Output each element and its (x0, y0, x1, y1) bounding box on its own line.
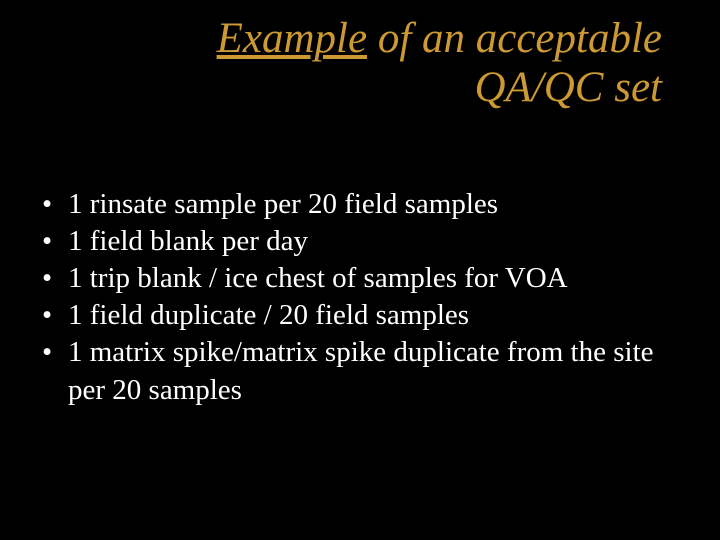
list-item-text: 1 trip blank / ice chest of samples for … (68, 262, 568, 294)
list-item-text: 1 field duplicate / 20 field samples (68, 299, 469, 331)
list-item: 1 field blank per day (38, 223, 680, 260)
list-item: 1 trip blank / ice chest of samples for … (38, 260, 680, 297)
title-underlined: Example (217, 15, 367, 62)
slide: Example of an acceptable QA/QC set 1 rin… (0, 0, 720, 540)
list-item-text: 1 rinsate sample per 20 field samples (68, 188, 498, 220)
list-item-text: 1 matrix spike/matrix spike duplicate fr… (68, 336, 654, 405)
slide-title: Example of an acceptable QA/QC set (180, 14, 662, 113)
list-item-text: 1 field blank per day (68, 225, 308, 257)
title-rest: of an acceptable (367, 15, 662, 62)
list-item: 1 matrix spike/matrix spike duplicate fr… (38, 334, 680, 408)
list-item: 1 rinsate sample per 20 field samples (38, 186, 680, 223)
bullet-list: 1 rinsate sample per 20 field samples 1 … (38, 186, 680, 409)
title-line2: QA/QC set (474, 64, 662, 111)
list-item: 1 field duplicate / 20 field samples (38, 297, 680, 334)
